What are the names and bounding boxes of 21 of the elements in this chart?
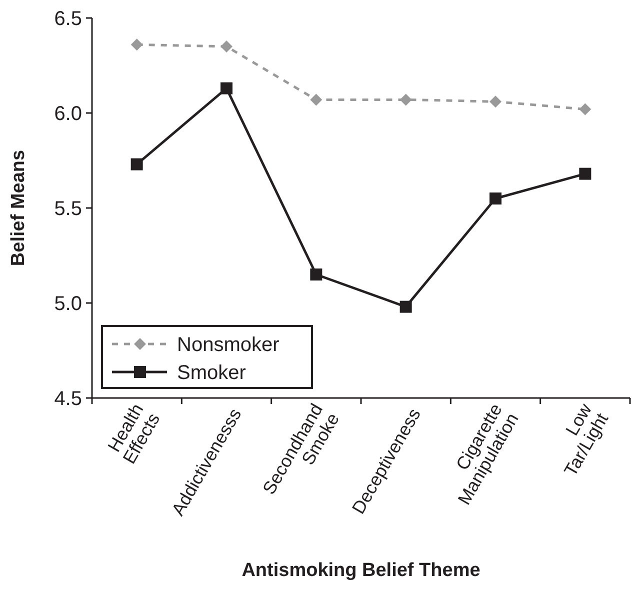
point <box>220 82 232 94</box>
point <box>130 38 143 51</box>
point <box>130 158 143 170</box>
point <box>579 168 592 180</box>
y-axis-title: Belief Means <box>8 150 29 266</box>
legend-label: Nonsmoker <box>177 334 280 356</box>
point <box>579 103 592 116</box>
point <box>490 96 502 108</box>
y-tick-label: 5.0 <box>54 293 82 315</box>
y-tick-label: 5.5 <box>54 198 82 220</box>
y-tick-label: 4.5 <box>54 388 82 410</box>
legend-label: Smoker <box>177 362 246 384</box>
point <box>310 94 322 106</box>
point <box>310 268 322 280</box>
y-tick-label: 6.0 <box>54 103 82 125</box>
x-axis-title: Antismoking Belief Theme <box>242 560 480 581</box>
point <box>400 300 412 313</box>
point <box>220 40 232 52</box>
y-tick-label: 6.5 <box>54 8 82 30</box>
point <box>490 192 502 204</box>
point <box>400 94 412 106</box>
